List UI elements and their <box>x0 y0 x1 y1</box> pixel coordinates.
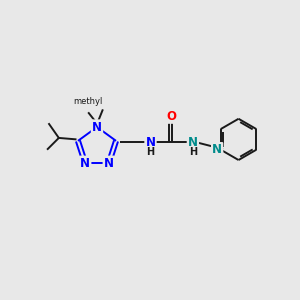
Text: N: N <box>212 143 222 156</box>
Text: H: H <box>146 147 154 157</box>
Text: N: N <box>188 136 198 149</box>
Text: N: N <box>146 136 155 149</box>
Text: N: N <box>92 121 102 134</box>
Text: methyl: methyl <box>74 98 103 106</box>
Text: O: O <box>167 110 177 123</box>
Text: N: N <box>104 157 114 170</box>
Text: N: N <box>80 157 90 170</box>
Text: H: H <box>189 147 197 157</box>
